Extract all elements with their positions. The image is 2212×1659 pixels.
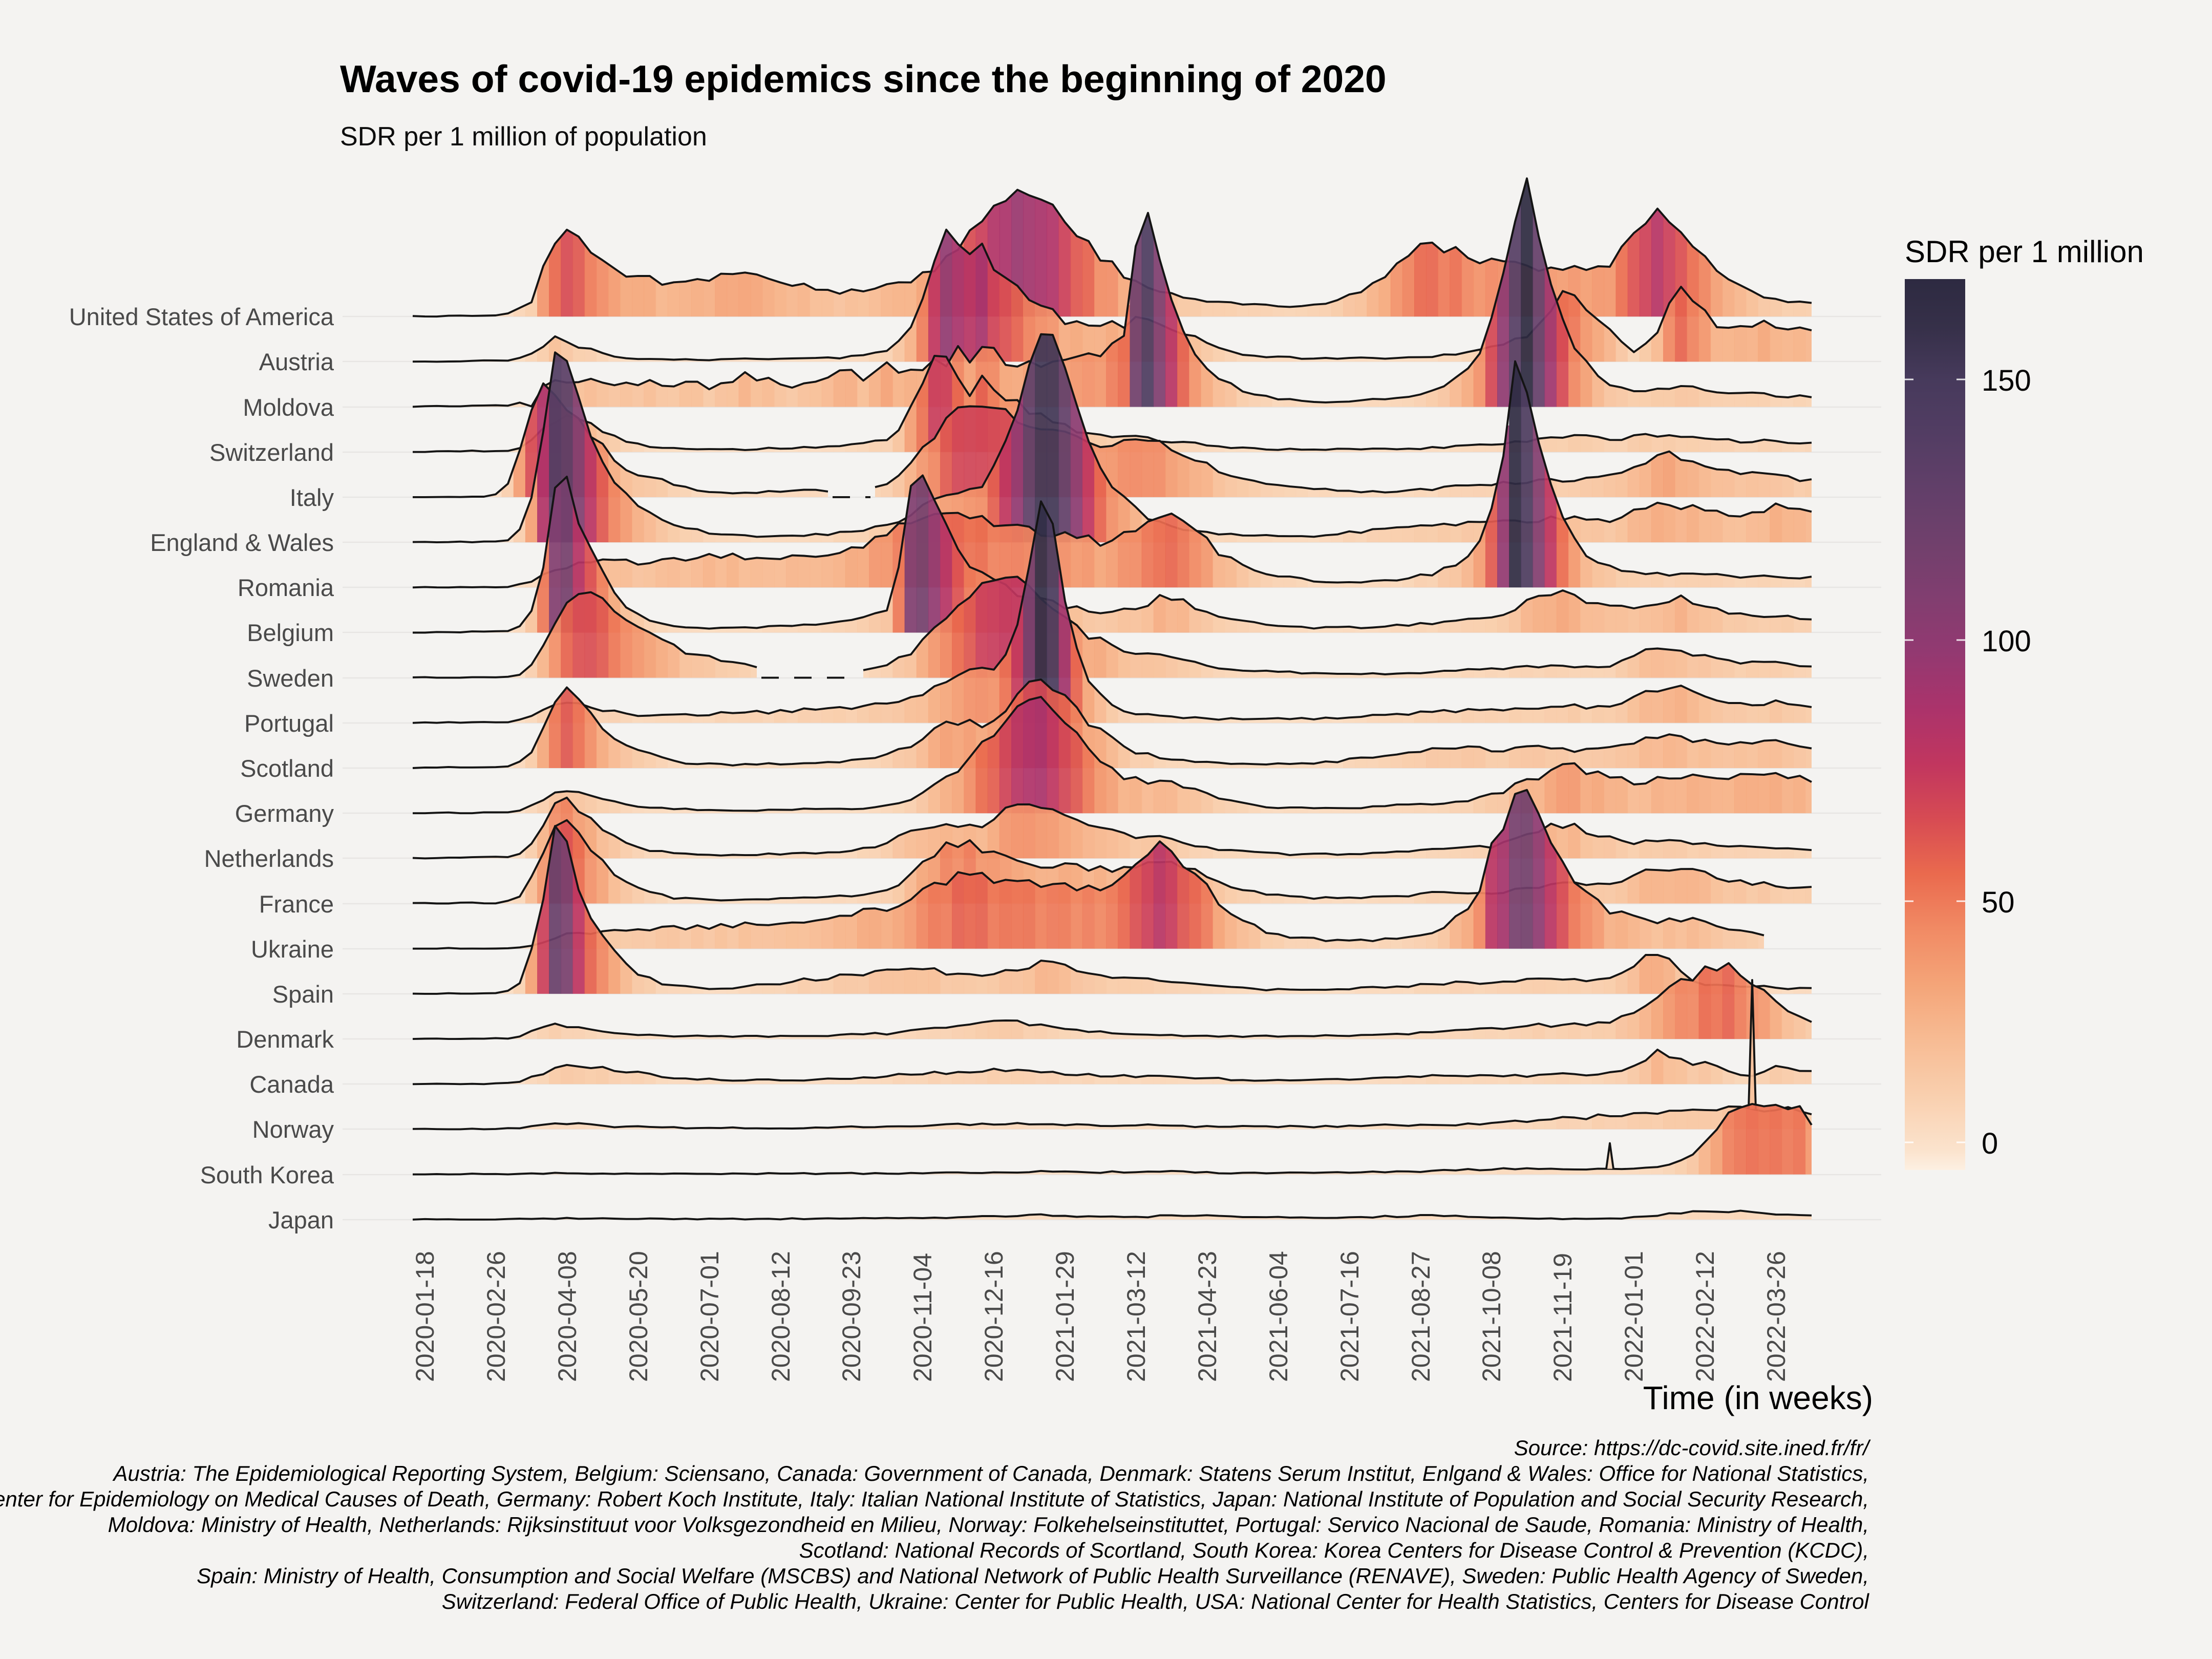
svg-text:Sweden: Sweden <box>247 665 334 692</box>
svg-text:2022-03-26: 2022-03-26 <box>1762 1251 1791 1382</box>
svg-text:United States of America: United States of America <box>69 303 334 330</box>
svg-text:France: Center for Epidemiolog: France: Center for Epidemiology on Medic… <box>0 1487 1869 1511</box>
svg-text:South Korea: South Korea <box>200 1161 334 1188</box>
svg-text:50: 50 <box>1982 886 2015 919</box>
svg-text:2020-08-12: 2020-08-12 <box>767 1251 795 1382</box>
svg-text:0: 0 <box>1982 1127 1998 1160</box>
svg-text:Portugal: Portugal <box>244 710 334 737</box>
svg-text:2021-07-16: 2021-07-16 <box>1335 1251 1364 1382</box>
svg-text:100: 100 <box>1982 625 2031 658</box>
svg-text:Denmark: Denmark <box>236 1026 334 1053</box>
svg-text:2020-09-23: 2020-09-23 <box>837 1251 866 1382</box>
svg-text:2021-04-23: 2021-04-23 <box>1193 1251 1222 1382</box>
svg-text:2020-04-08: 2020-04-08 <box>553 1251 582 1382</box>
svg-text:Japan: Japan <box>268 1206 334 1233</box>
svg-text:150: 150 <box>1982 364 2031 397</box>
svg-text:Germany: Germany <box>235 800 334 827</box>
svg-text:2020-02-26: 2020-02-26 <box>482 1251 511 1382</box>
svg-text:2020-05-20: 2020-05-20 <box>624 1251 653 1382</box>
svg-text:Belgium: Belgium <box>247 619 334 646</box>
svg-text:2020-11-04: 2020-11-04 <box>908 1253 937 1382</box>
svg-text:Scotland: National Records of: Scotland: National Records of Scortland,… <box>799 1538 1869 1562</box>
svg-text:Romania: Romania <box>238 574 334 601</box>
svg-text:Netherlands: Netherlands <box>204 845 334 872</box>
svg-text:Ukraine: Ukraine <box>251 935 334 963</box>
svg-text:Switzerland: Switzerland <box>209 439 334 466</box>
svg-text:Time (in weeks): Time (in weeks) <box>1643 1379 1873 1416</box>
svg-text:Source: https://dc-covid.site.: Source: https://dc-covid.site.ined.fr/fr… <box>1514 1436 1871 1460</box>
svg-text:Spain: Spain <box>272 981 334 1008</box>
svg-text:2021-10-08: 2021-10-08 <box>1477 1251 1506 1382</box>
svg-text:Austria: Austria <box>259 348 334 375</box>
svg-text:2021-03-12: 2021-03-12 <box>1122 1251 1151 1382</box>
svg-text:2020-12-16: 2020-12-16 <box>980 1251 1008 1382</box>
svg-text:Canada: Canada <box>249 1071 334 1098</box>
svg-text:2022-01-01: 2022-01-01 <box>1620 1251 1648 1382</box>
svg-text:2021-08-27: 2021-08-27 <box>1407 1251 1435 1382</box>
svg-text:2021-01-29: 2021-01-29 <box>1051 1251 1079 1382</box>
svg-text:2021-11-19: 2021-11-19 <box>1548 1253 1577 1382</box>
svg-text:Norway: Norway <box>252 1116 334 1143</box>
svg-text:Spain: Ministry of Health, Con: Spain: Ministry of Health, Consumption a… <box>197 1564 1869 1588</box>
svg-text:SDR per 1 million: SDR per 1 million <box>1905 235 2144 269</box>
svg-text:Italy: Italy <box>290 484 334 511</box>
svg-text:France: France <box>259 890 334 918</box>
svg-text:2022-02-12: 2022-02-12 <box>1691 1251 1719 1382</box>
svg-text:2020-01-18: 2020-01-18 <box>411 1251 439 1382</box>
svg-text:Austria: The Epidemiological R: Austria: The Epidemiological Reporting S… <box>112 1461 1869 1485</box>
svg-text:Waves of covid-19 epidemics si: Waves of covid-19 epidemics since the be… <box>340 57 1387 100</box>
svg-text:Moldova: Moldova <box>243 394 334 421</box>
svg-text:SDR per 1 million of populatio: SDR per 1 million of population <box>340 122 707 152</box>
svg-text:2020-07-01: 2020-07-01 <box>695 1251 724 1382</box>
svg-text:Moldova: Ministry of Health, N: Moldova: Ministry of Health, Netherlands… <box>108 1513 1869 1537</box>
svg-text:England & Wales: England & Wales <box>150 529 334 556</box>
svg-text:Scotland: Scotland <box>240 755 334 782</box>
svg-text:Switzerland: Federal Office of: Switzerland: Federal Office of Public He… <box>442 1589 1870 1613</box>
svg-text:2021-06-04: 2021-06-04 <box>1264 1251 1293 1382</box>
